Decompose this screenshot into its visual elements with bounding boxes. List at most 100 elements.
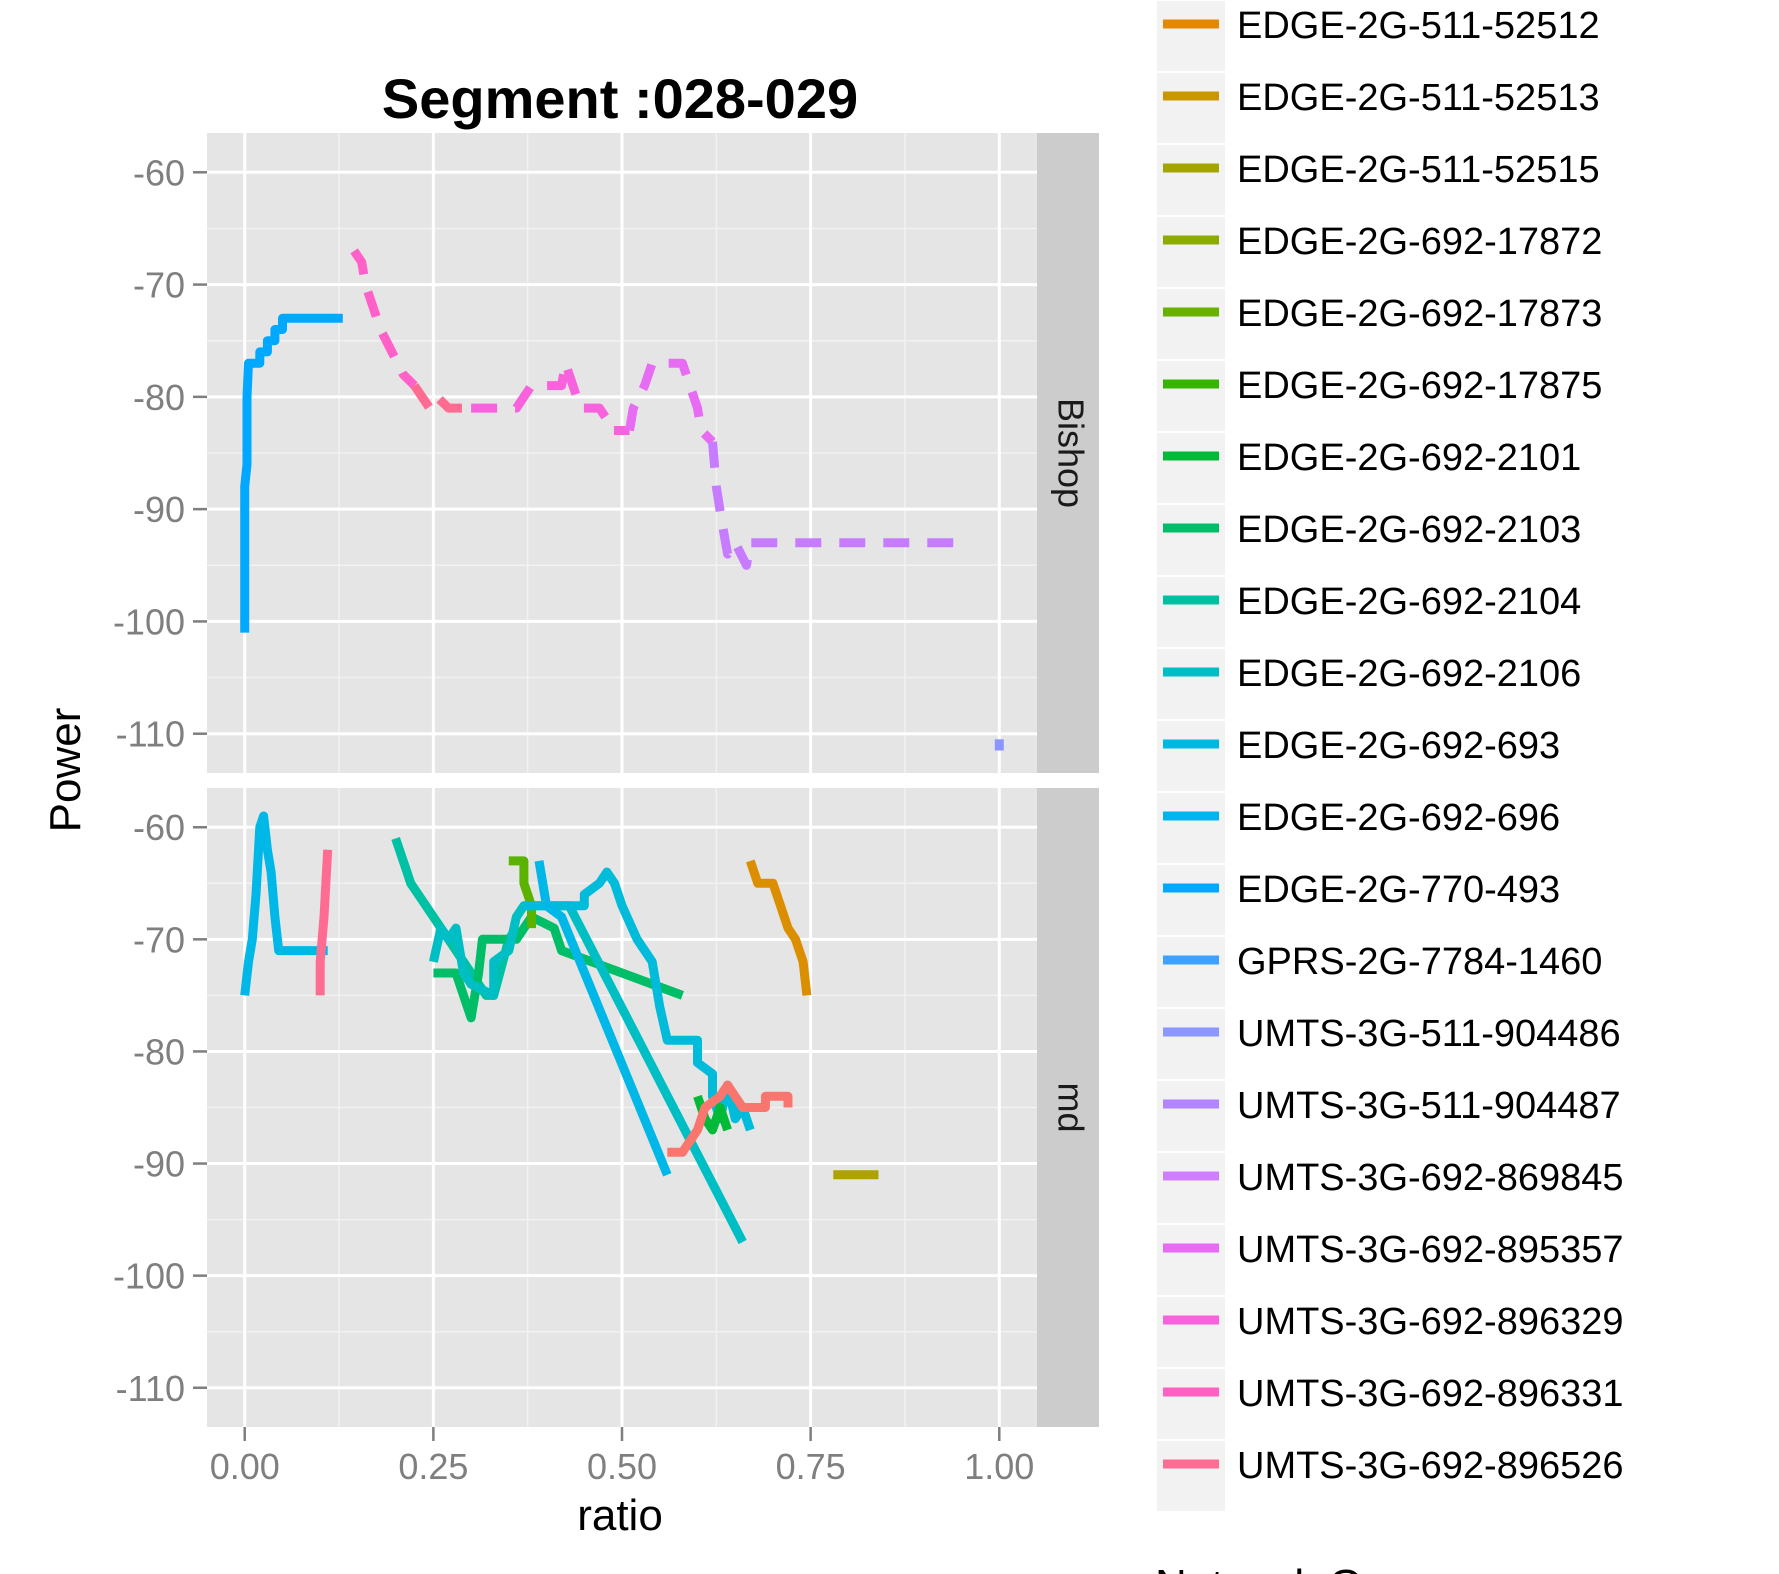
legend-label: UMTS-3G-511-904487: [1237, 1085, 1621, 1127]
y-tick-label: -90: [133, 1144, 185, 1185]
y-tick-label: -70: [133, 919, 185, 960]
legend-entry: EDGE-2G-692-17872: [1157, 217, 1602, 287]
legend-key-background: [1157, 1009, 1225, 1079]
legend-label: GPRS-2G-7784-1460: [1237, 941, 1602, 983]
y-tick-label: -80: [133, 377, 185, 418]
legend-label: EDGE-2G-692-17873: [1237, 293, 1602, 335]
legend-label: UMTS-3G-511-904486: [1237, 1013, 1621, 1055]
legend-label: EDGE-2G-692-693: [1237, 725, 1560, 767]
legend-label: EDGE-2G-692-2101: [1237, 437, 1581, 479]
panels-layer: -60 -70 -80 -90 -100 -110 Bishop -60 -70 -80 -90 -1…: [113, 133, 1099, 1487]
x-axis-title: ratio: [577, 1491, 663, 1540]
legend-key-background: [1157, 1, 1225, 71]
series-line-umts-3g-692-896526: [410, 383, 472, 413]
series-line-umts-3g-692-896329: [471, 358, 630, 435]
legend-entry: UMTS-3G-692-896329: [1157, 1297, 1624, 1367]
series-line-edge-2g-692-696: [240, 811, 328, 996]
legend-label: EDGE-2G-692-696: [1237, 797, 1560, 839]
legend-entry: UMTS-3G-692-896331: [1157, 1369, 1624, 1439]
series-line-edge-2g-770-493: [240, 313, 343, 633]
legend-key-background: [1157, 1081, 1225, 1151]
legend-label: UMTS-3G-692-869845: [1237, 1157, 1624, 1199]
series-layer: [240, 811, 879, 1245]
legend-entry: EDGE-2G-770-493: [1157, 865, 1560, 935]
legend-label: UMTS-3G-692-896329: [1237, 1301, 1624, 1343]
legend-entry: UMTS-3G-511-904487: [1157, 1081, 1621, 1151]
legend-label: EDGE-2G-692-17872: [1237, 221, 1602, 263]
series-line-umts-3g-692-895357: [625, 358, 716, 445]
legend-entry: UMTS-3G-511-904486: [1157, 1009, 1621, 1079]
legend-key-background: [1157, 721, 1225, 791]
facet-strip: [1037, 133, 1099, 773]
legend-entry: EDGE-2G-692-2101: [1157, 433, 1581, 503]
legend-key-background: [1157, 1297, 1225, 1367]
legend-key-background: [1157, 361, 1225, 431]
y-axis-title: Power: [41, 708, 90, 833]
legend-label: EDGE-2G-770-493: [1237, 869, 1560, 911]
legend-entry: GPRS-2G-7784-1460: [1157, 937, 1602, 1007]
y-tick-label: -110: [116, 714, 185, 755]
legend-entry: EDGE-2G-692-2104: [1157, 577, 1581, 647]
panel-bishop: -60 -70 -80 -90 -100 -110 Bishop: [113, 133, 1099, 773]
y-tick-label: -80: [133, 1031, 185, 1072]
legend-key-background: [1157, 793, 1225, 863]
legend-entry: EDGE-2G-692-693: [1157, 721, 1560, 791]
legend-label: EDGE-2G-511-52512: [1237, 5, 1600, 47]
y-tick-label: -70: [133, 265, 185, 306]
series-line-edge-2g-692-2103: [433, 912, 684, 1023]
legend-entry: UMTS-3G-692-895357: [1157, 1225, 1624, 1295]
legend-key-background: [1157, 1153, 1225, 1223]
legend-key-background: [1157, 505, 1225, 575]
legend-key-background: [1157, 289, 1225, 359]
series-layer: [240, 248, 1004, 751]
y-tick-label: -60: [133, 152, 185, 193]
series-line-edge-2g-692-17873: [508, 856, 536, 929]
chart-title: Segment :028-029: [382, 67, 858, 130]
facet-strip-label: md: [1050, 1082, 1091, 1132]
legend-label: EDGE-2G-692-2104: [1237, 581, 1581, 623]
legend-entry: UMTS-3G-692-869845: [1157, 1153, 1624, 1223]
legend-entry: UMTS-3G-692-896526: [1157, 1441, 1624, 1511]
legend-key-background: [1157, 217, 1225, 287]
x-tick-label: 1.00: [964, 1446, 1034, 1487]
legend-cutoff-title: Network Ge: [1155, 1561, 1387, 1574]
y-tick-label: -110: [116, 1368, 185, 1409]
y-tick-label: -90: [133, 489, 185, 530]
panel-md: -60 -70 -80 -90 -100 -110 md: [113, 788, 1099, 1427]
series-line-umts-3g-692-896526: [315, 849, 333, 996]
legend-label: UMTS-3G-692-895357: [1237, 1229, 1624, 1271]
legend-label: EDGE-2G-511-52513: [1237, 77, 1600, 119]
series-line-edge-2g-511-52512: [667, 1080, 793, 1157]
legend-key-background: [1157, 577, 1225, 647]
legend-label: UMTS-3G-692-896331: [1237, 1373, 1624, 1415]
facet-strip: [1037, 788, 1099, 1427]
legend-key-background: [1157, 433, 1225, 503]
x-tick-label: 0.75: [776, 1446, 846, 1487]
legend-key-background: [1157, 1369, 1225, 1439]
legend-entry: EDGE-2G-692-696: [1157, 793, 1560, 863]
y-tick-label: -100: [113, 601, 185, 642]
series-line-edge-2g-692-696: [534, 860, 672, 1177]
legend-entry: EDGE-2G-692-2106: [1157, 649, 1581, 719]
legend-label: UMTS-3G-692-896526: [1237, 1445, 1624, 1487]
x-tick-label: 0.00: [210, 1446, 280, 1487]
legend-key-background: [1157, 865, 1225, 935]
y-tick-label: -100: [113, 1256, 185, 1297]
legend-key-background: [1157, 937, 1225, 1007]
legend-entry: EDGE-2G-692-17873: [1157, 289, 1602, 359]
legend-entry: EDGE-2G-511-52513: [1157, 73, 1600, 143]
legend-entry: EDGE-2G-511-52515: [1157, 145, 1600, 215]
legend-label: EDGE-2G-692-2103: [1237, 509, 1581, 551]
y-tick-label: -60: [133, 807, 185, 848]
series-line-edge-2g-511-52513: [746, 859, 812, 996]
x-tick-label: 0.50: [587, 1446, 657, 1487]
legend-entry: EDGE-2G-692-17875: [1157, 361, 1602, 431]
legend-label: EDGE-2G-511-52515: [1237, 149, 1600, 191]
legend-entry: EDGE-2G-692-2103: [1157, 505, 1581, 575]
x-tick-label: 0.25: [398, 1446, 468, 1487]
legend-key-background: [1157, 145, 1225, 215]
legend-label: EDGE-2G-692-2106: [1237, 653, 1581, 695]
legend-key-background: [1157, 1225, 1225, 1295]
series-line-umts-3g-692-869845: [708, 441, 954, 570]
